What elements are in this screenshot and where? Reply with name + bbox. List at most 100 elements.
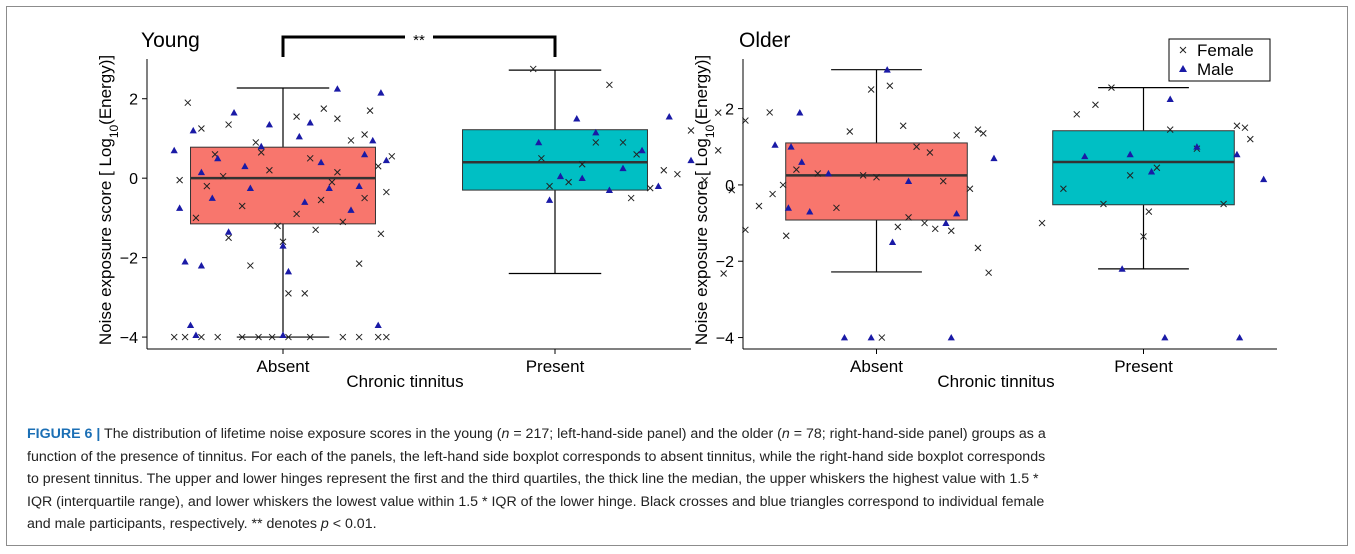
female-point-stroke bbox=[312, 226, 319, 234]
female-point bbox=[873, 173, 880, 181]
female-point bbox=[674, 170, 681, 178]
caption-text: n bbox=[501, 426, 510, 442]
male-point bbox=[619, 164, 627, 172]
female-point-stroke bbox=[255, 333, 262, 341]
female-point bbox=[388, 152, 396, 160]
panel-title: Young bbox=[141, 29, 200, 52]
caption-line: The distribution of lifetime noise expos… bbox=[104, 426, 1046, 442]
female-point-stroke bbox=[257, 149, 265, 156]
female-point-stroke bbox=[878, 334, 886, 341]
female-point-stroke bbox=[317, 196, 325, 204]
male-point bbox=[784, 204, 792, 211]
significance-bracket: ** bbox=[281, 31, 557, 57]
female-point bbox=[546, 182, 553, 190]
male-point bbox=[605, 186, 613, 193]
female-point-stroke bbox=[347, 137, 355, 144]
female-point bbox=[867, 86, 875, 93]
female-point-stroke bbox=[687, 127, 695, 134]
female-point-stroke bbox=[931, 225, 939, 233]
female-point-stroke bbox=[894, 223, 902, 231]
significance-label: ** bbox=[413, 32, 425, 49]
female-point bbox=[859, 172, 867, 179]
male-point bbox=[840, 333, 849, 341]
female-point-stroke bbox=[646, 184, 654, 192]
female-point-stroke bbox=[211, 150, 219, 158]
y-axis-label-main: Noise exposure score [ Log bbox=[692, 138, 711, 345]
female-point-stroke bbox=[926, 149, 934, 156]
x-tick-label-present: Present bbox=[1114, 357, 1173, 376]
female-point-stroke bbox=[953, 131, 960, 139]
female-point-stroke bbox=[266, 166, 273, 174]
box-iqr bbox=[190, 146, 376, 225]
male-point bbox=[279, 331, 287, 338]
female-point-stroke bbox=[627, 194, 635, 202]
x-tick-label-absent: Absent bbox=[257, 357, 310, 376]
female-point bbox=[606, 81, 613, 89]
female-point-stroke bbox=[247, 262, 254, 269]
male-point bbox=[990, 154, 998, 162]
female-point bbox=[1241, 124, 1249, 132]
male-point bbox=[181, 258, 189, 265]
female-point bbox=[266, 166, 273, 174]
female-point bbox=[1153, 164, 1161, 172]
y-axis-label-subscript: 10 bbox=[107, 124, 121, 138]
male-point bbox=[947, 333, 955, 341]
legend-male-marker bbox=[1179, 65, 1187, 72]
panel-young: −4 −2 0 2 Absent Present Young Chronic tinnitus… bbox=[96, 29, 804, 391]
y-tick-label: −2 bbox=[120, 251, 138, 268]
female-point bbox=[225, 121, 232, 128]
female-point bbox=[317, 196, 325, 204]
male-point bbox=[1118, 265, 1126, 272]
caption-text: p bbox=[320, 516, 329, 532]
male-point bbox=[867, 333, 875, 341]
female-point-stroke bbox=[833, 204, 840, 212]
female-point bbox=[306, 333, 314, 341]
male-point bbox=[170, 146, 178, 154]
female-point-stroke bbox=[1246, 135, 1254, 143]
male-point bbox=[325, 184, 333, 191]
male-point bbox=[1193, 143, 1201, 150]
female-point-stroke bbox=[285, 333, 292, 341]
female-point-stroke bbox=[1145, 208, 1153, 215]
female-point-stroke bbox=[214, 333, 222, 341]
female-point-stroke bbox=[979, 130, 987, 137]
male-point bbox=[888, 238, 897, 246]
female-point bbox=[285, 333, 292, 341]
female-point-stroke bbox=[1060, 185, 1067, 193]
female-point bbox=[1060, 185, 1067, 193]
y-tick-label: 2 bbox=[129, 92, 138, 109]
female-point-stroke bbox=[192, 214, 200, 222]
panel-title: Older bbox=[739, 29, 790, 52]
female-point bbox=[374, 162, 382, 170]
charts-canvas: −4 −2 0 2 Absent Present Young Chronic tinnitus… bbox=[96, 29, 1277, 391]
female-point bbox=[766, 109, 774, 116]
male-point bbox=[573, 114, 581, 122]
female-point-stroke bbox=[966, 185, 974, 193]
female-point-stroke bbox=[339, 333, 347, 341]
female-point bbox=[529, 65, 537, 73]
male-point bbox=[361, 150, 369, 158]
female-point-stroke bbox=[755, 202, 763, 210]
female-point-stroke bbox=[974, 126, 982, 133]
x-tick-label-absent: Absent bbox=[850, 357, 903, 376]
caption-text: = 78; right-hand-side panel) groups as a bbox=[789, 426, 1046, 442]
female-point bbox=[257, 149, 265, 156]
female-point bbox=[592, 139, 600, 146]
y-tick-label: −2 bbox=[716, 254, 734, 271]
female-point bbox=[660, 166, 668, 174]
female-point bbox=[170, 333, 178, 341]
female-point bbox=[769, 190, 776, 198]
female-point bbox=[293, 210, 300, 218]
female-point-stroke bbox=[225, 234, 232, 242]
male-point bbox=[1147, 167, 1156, 175]
male-point bbox=[665, 113, 673, 120]
male-point bbox=[824, 169, 833, 177]
female-point bbox=[633, 150, 640, 158]
legend-box bbox=[1168, 38, 1271, 82]
female-point-stroke bbox=[1108, 84, 1115, 91]
legend-label-female: Female bbox=[1197, 41, 1254, 60]
caption-line: function of the presence of tinnitus. Fo… bbox=[27, 449, 1045, 465]
female-point bbox=[814, 170, 822, 177]
x-axis-label: Chronic tinnitus bbox=[346, 372, 463, 391]
x-axis-label: Chronic tinnitus bbox=[937, 372, 1054, 391]
